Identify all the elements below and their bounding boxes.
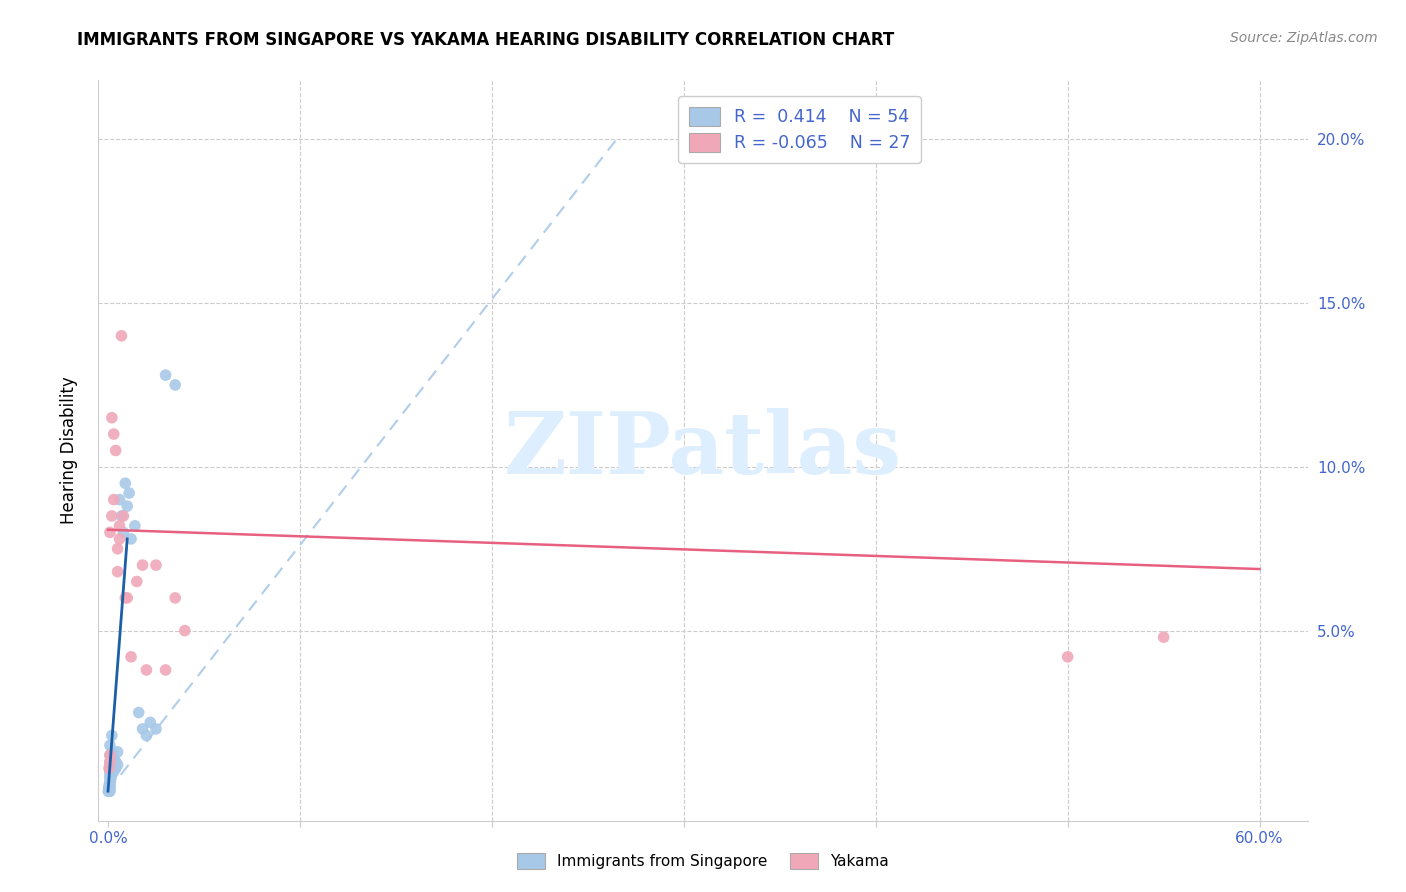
Point xyxy=(103,427,125,442)
Point xyxy=(98,780,121,795)
Point xyxy=(112,508,135,523)
Point xyxy=(98,774,121,789)
Legend: Immigrants from Singapore, Yakama: Immigrants from Singapore, Yakama xyxy=(512,847,894,875)
Point xyxy=(135,663,157,677)
Point xyxy=(98,764,121,779)
Point xyxy=(107,565,129,579)
Point xyxy=(131,558,153,573)
Point xyxy=(98,525,121,540)
Point xyxy=(101,755,124,769)
Point xyxy=(98,755,121,769)
Point xyxy=(100,764,122,779)
Point xyxy=(124,518,146,533)
Point xyxy=(115,591,138,605)
Point xyxy=(128,706,150,720)
Point xyxy=(107,745,129,759)
Point xyxy=(98,780,121,795)
Point xyxy=(165,378,187,392)
Point xyxy=(112,525,135,540)
Point xyxy=(107,758,129,772)
Point xyxy=(98,755,121,769)
Point xyxy=(98,761,121,775)
Point xyxy=(155,663,177,677)
Point xyxy=(101,761,124,775)
Text: Source: ZipAtlas.com: Source: ZipAtlas.com xyxy=(1230,31,1378,45)
Text: IMMIGRANTS FROM SINGAPORE VS YAKAMA HEARING DISABILITY CORRELATION CHART: IMMIGRANTS FROM SINGAPORE VS YAKAMA HEAR… xyxy=(77,31,894,49)
Point xyxy=(104,761,127,775)
Point xyxy=(155,368,177,383)
Point xyxy=(110,508,132,523)
Point xyxy=(173,624,195,638)
Point xyxy=(98,784,121,798)
Point xyxy=(120,532,142,546)
Point xyxy=(98,784,121,798)
Point xyxy=(107,541,129,556)
Point xyxy=(165,591,187,605)
Point xyxy=(131,722,153,736)
Point xyxy=(100,771,122,785)
Point xyxy=(125,574,148,589)
Point xyxy=(110,328,132,343)
Point xyxy=(98,739,121,753)
Point xyxy=(108,518,131,533)
Point xyxy=(1056,649,1078,664)
Point xyxy=(98,784,121,798)
Point xyxy=(97,780,120,795)
Point xyxy=(145,722,167,736)
Point xyxy=(145,558,167,573)
Point xyxy=(98,771,121,785)
Point xyxy=(98,778,121,792)
Point xyxy=(98,748,121,763)
Legend: R =  0.414    N = 54, R = -0.065    N = 27: R = 0.414 N = 54, R = -0.065 N = 27 xyxy=(679,96,921,162)
Point xyxy=(114,591,136,605)
Point xyxy=(98,768,121,782)
Point xyxy=(120,649,142,664)
Point xyxy=(103,751,125,765)
Point xyxy=(114,476,136,491)
Point xyxy=(98,784,121,798)
Point xyxy=(1153,630,1175,644)
Y-axis label: Hearing Disability: Hearing Disability xyxy=(59,376,77,524)
Point xyxy=(115,499,138,513)
Point xyxy=(97,784,120,798)
Text: ZIPatlas: ZIPatlas xyxy=(503,409,903,492)
Point xyxy=(98,748,121,763)
Point xyxy=(101,410,124,425)
Point xyxy=(97,784,120,798)
Point xyxy=(98,778,121,792)
Point xyxy=(108,532,131,546)
Point xyxy=(108,492,131,507)
Point xyxy=(103,764,125,779)
Point xyxy=(104,755,127,769)
Point xyxy=(103,758,125,772)
Point xyxy=(101,768,124,782)
Point xyxy=(97,784,120,798)
Point xyxy=(118,486,141,500)
Point xyxy=(101,745,124,759)
Point xyxy=(98,780,121,795)
Point xyxy=(101,729,124,743)
Point xyxy=(98,780,121,795)
Point xyxy=(98,778,121,792)
Point xyxy=(101,508,124,523)
Point xyxy=(139,715,162,730)
Point xyxy=(104,443,127,458)
Point xyxy=(103,492,125,507)
Point xyxy=(98,761,121,775)
Point xyxy=(98,758,121,772)
Point xyxy=(98,780,121,795)
Point xyxy=(135,729,157,743)
